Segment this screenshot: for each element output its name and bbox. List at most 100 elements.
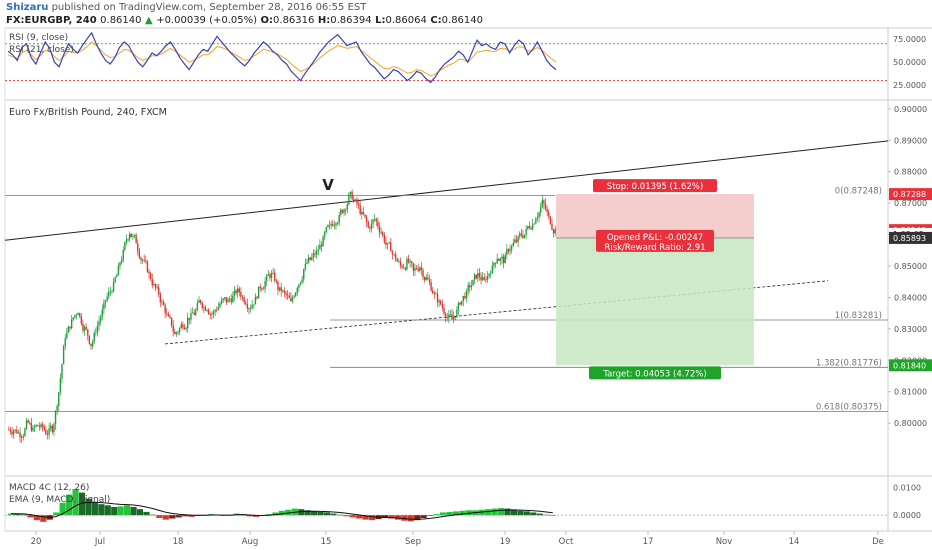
candle-body — [236, 288, 239, 294]
candle-body — [481, 277, 484, 281]
candle-body — [377, 221, 379, 227]
candle-body — [512, 242, 514, 246]
candle-body — [277, 281, 279, 291]
candle-body — [422, 270, 424, 278]
candle-body — [470, 285, 473, 288]
candle-body — [104, 300, 107, 303]
candle-body — [433, 293, 436, 295]
candle-body — [520, 233, 523, 236]
close-label: C: — [430, 15, 442, 26]
candle-body — [58, 392, 60, 406]
candle-body — [261, 287, 263, 290]
candle-body — [117, 265, 120, 276]
x-tick-label: 20 — [31, 537, 42, 547]
candle-body — [291, 297, 294, 302]
candle-body — [124, 242, 126, 250]
macd-bar — [323, 512, 331, 516]
candle-body — [32, 427, 34, 431]
macd-bar — [136, 509, 144, 516]
candle-body — [19, 432, 21, 438]
candle-body — [167, 313, 170, 317]
candle-body — [444, 313, 447, 318]
stop-callout-box — [593, 179, 717, 193]
candle-body — [43, 426, 45, 430]
candle-body — [272, 272, 274, 274]
macd-bar — [298, 509, 305, 516]
candle-body — [549, 216, 552, 224]
candle-body — [469, 285, 471, 288]
candle-body — [299, 282, 302, 285]
candle-body — [388, 242, 390, 244]
macd-bar — [459, 510, 466, 516]
macd-bar — [252, 515, 260, 517]
candle-body — [461, 300, 463, 305]
candle-body — [396, 259, 398, 262]
candle-body — [111, 291, 113, 293]
candle-body — [62, 346, 65, 365]
macd-signal-line — [11, 501, 553, 520]
candle-body — [53, 424, 55, 433]
symbol-line: FX:EURGBP, 240 0.86140 ▲ +0.00039 (+0.05… — [6, 15, 483, 26]
candle-body — [235, 290, 237, 294]
candle-body — [378, 226, 381, 233]
fib-level-label: 1(0.83281) — [835, 311, 882, 321]
candle-body — [536, 217, 539, 219]
macd-bar — [175, 515, 182, 518]
candle-body — [407, 258, 410, 263]
macd-bar — [317, 511, 324, 516]
candle-body — [364, 214, 366, 217]
candle-body — [383, 234, 386, 242]
candle-body — [330, 223, 332, 226]
candle-body — [436, 293, 439, 303]
candle-body — [154, 283, 157, 288]
candle-body — [419, 267, 421, 271]
candle-body — [83, 326, 86, 331]
candle-body — [346, 204, 348, 210]
macd-bar — [188, 515, 195, 517]
macd-bar — [278, 510, 285, 516]
candle-body — [353, 199, 355, 201]
x-tick-label: 15 — [321, 537, 332, 547]
candle-body — [159, 294, 162, 303]
x-tick-label: Oct — [559, 537, 574, 547]
author-link[interactable]: Shizaru — [6, 2, 49, 13]
rsi-y-tick: 25.0000 — [893, 81, 926, 90]
candle-body — [448, 314, 450, 319]
candle-body — [327, 225, 329, 228]
candle-body — [17, 432, 20, 434]
macd-bar — [265, 514, 273, 516]
candle-body — [214, 309, 216, 312]
candle-body — [467, 285, 469, 291]
candle-body — [249, 308, 252, 310]
macd-bar — [304, 510, 311, 516]
candle-body — [112, 281, 115, 292]
candle-body — [35, 425, 37, 427]
candle-body — [309, 257, 311, 260]
macd-bar — [330, 513, 337, 516]
candle-body — [335, 223, 337, 226]
candle-body — [443, 307, 445, 314]
rsi-legend-9: RSI (9, close) — [9, 33, 68, 43]
candle-body — [307, 257, 310, 263]
candle-body — [356, 199, 358, 204]
candle-body — [515, 239, 518, 242]
candle-body — [225, 297, 228, 303]
macd-bar — [14, 514, 21, 516]
macd-bar — [130, 506, 137, 516]
candle-body — [128, 233, 131, 240]
candle-body — [257, 286, 260, 299]
candle-body — [230, 298, 232, 303]
price-y-tick: 0.81000 — [894, 388, 927, 397]
candle-body — [161, 301, 163, 303]
macd-bar — [85, 498, 92, 516]
candle-body — [525, 228, 527, 235]
candle-body — [391, 251, 394, 255]
macd-bar — [72, 489, 79, 516]
macd-bar — [504, 508, 511, 516]
candle-body — [404, 267, 406, 270]
candle-body — [380, 232, 382, 234]
macd-bar — [8, 513, 15, 516]
macd-bar — [452, 511, 459, 516]
candle-body — [322, 236, 324, 247]
